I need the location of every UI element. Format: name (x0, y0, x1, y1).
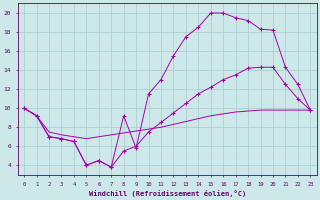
X-axis label: Windchill (Refroidissement éolien,°C): Windchill (Refroidissement éolien,°C) (89, 190, 246, 197)
